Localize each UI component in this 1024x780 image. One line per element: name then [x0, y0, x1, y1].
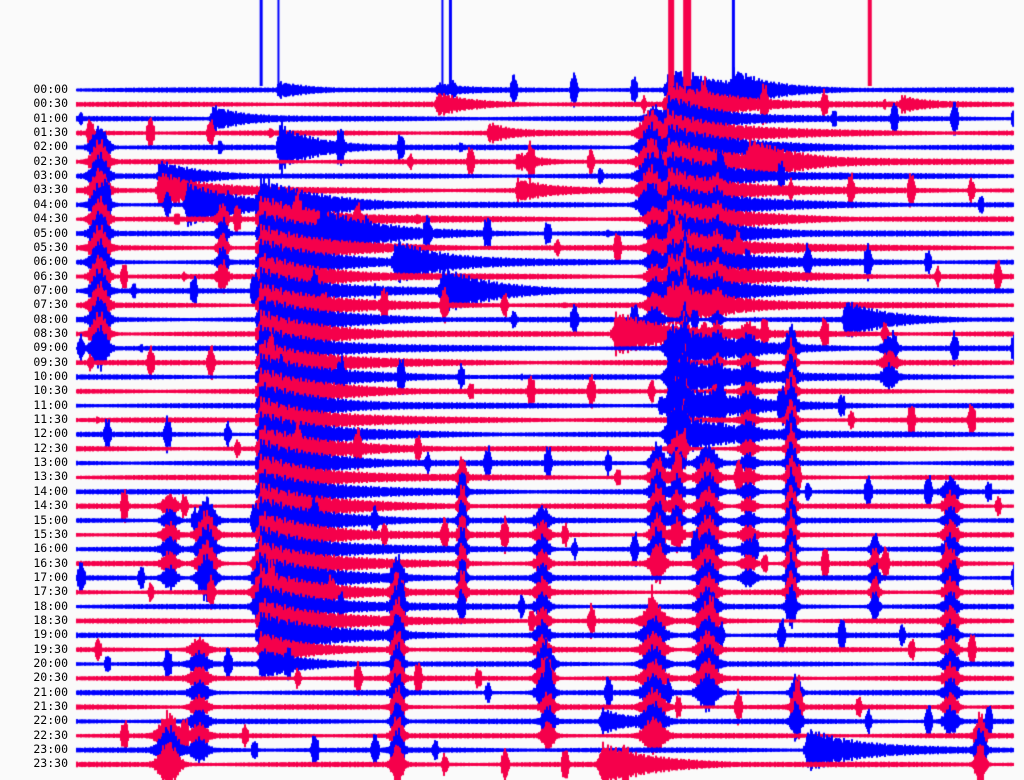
time-tick-label: 23:00	[33, 742, 68, 757]
time-tick-label: 13:30	[33, 469, 68, 484]
time-tick-label: 18:00	[33, 598, 68, 613]
time-tick-label: 14:00	[33, 483, 68, 498]
time-tick-label: 10:30	[33, 383, 68, 398]
time-tick-label: 06:30	[33, 268, 68, 283]
time-tick-label: 01:30	[33, 125, 68, 140]
time-tick-label: 02:00	[33, 139, 68, 154]
time-tick-label: 00:00	[33, 82, 68, 96]
time-tick-label: 04:30	[33, 211, 68, 226]
time-tick-label: 03:30	[33, 182, 68, 197]
time-tick-label: 05:30	[33, 239, 68, 254]
time-tick-label: 09:00	[33, 340, 68, 355]
time-tick-label: 08:30	[33, 325, 68, 340]
time-tick-label: 02:30	[33, 153, 68, 168]
time-tick-label: 04:00	[33, 196, 68, 211]
time-tick-label: 23:30	[33, 756, 68, 771]
time-tick-label: 22:30	[33, 727, 68, 742]
time-tick-label: 07:30	[33, 297, 68, 312]
time-tick-label: 18:30	[33, 612, 68, 627]
time-axis-ticks: 00:00 00:30 01:00 01:30 02:00 02:30 03:00 03:30…	[0, 0, 76, 780]
time-tick-label: 16:00	[33, 541, 68, 556]
time-tick-label: 11:30	[33, 412, 68, 427]
time-tick-label: 03:00	[33, 168, 68, 183]
time-tick-label: 00:30	[33, 96, 68, 111]
time-tick-label: 22:00	[33, 713, 68, 728]
time-tick-label: 19:30	[33, 641, 68, 656]
time-tick-label: 07:00	[33, 282, 68, 297]
time-tick-label: 19:00	[33, 627, 68, 642]
time-tick-label: 17:00	[33, 569, 68, 584]
time-tick-label: 09:30	[33, 354, 68, 369]
time-tick-label: 06:00	[33, 254, 68, 269]
time-tick-label: 05:00	[33, 225, 68, 240]
time-tick-label: 08:00	[33, 311, 68, 326]
time-tick-label: 15:30	[33, 526, 68, 541]
time-tick-label: 13:00	[33, 455, 68, 470]
time-tick-label: 21:00	[33, 684, 68, 699]
time-tick-label: 12:30	[33, 440, 68, 455]
time-tick-label: 10:00	[33, 369, 68, 383]
time-tick-label: 12:00	[33, 426, 68, 441]
time-tick-label: 15:00	[33, 512, 68, 527]
time-tick-label: 16:30	[33, 555, 68, 570]
time-tick-label: 20:00	[33, 656, 68, 670]
time-tick-label: 11:00	[33, 397, 68, 412]
time-tick-label: 01:00	[33, 110, 68, 125]
time-tick-label: 17:30	[33, 584, 68, 599]
time-tick-label: 21:30	[33, 699, 68, 714]
time-tick-label: 14:30	[33, 498, 68, 513]
time-tick-label: 20:30	[33, 670, 68, 685]
